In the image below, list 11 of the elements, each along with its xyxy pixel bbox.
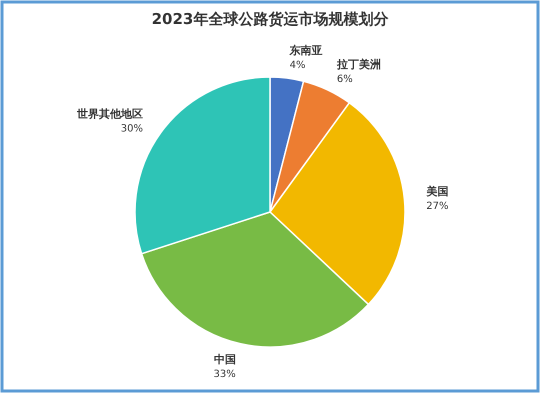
slice-label: 中国 (214, 353, 236, 366)
data-label: 30% (120, 124, 143, 135)
slice-label: 拉丁美洲 (336, 58, 381, 71)
data-label: 6% (336, 74, 353, 85)
data-label: 4% (290, 60, 306, 72)
data-label: 33% (214, 369, 236, 380)
chart-title: 2023年全球公路货运市场规模划分 (152, 10, 390, 28)
slice-label: 美国 (425, 185, 448, 198)
slice-label: 东南亚 (288, 44, 323, 58)
data-label: 27% (426, 201, 449, 212)
slice-label: 世界其他地区 (76, 108, 143, 121)
